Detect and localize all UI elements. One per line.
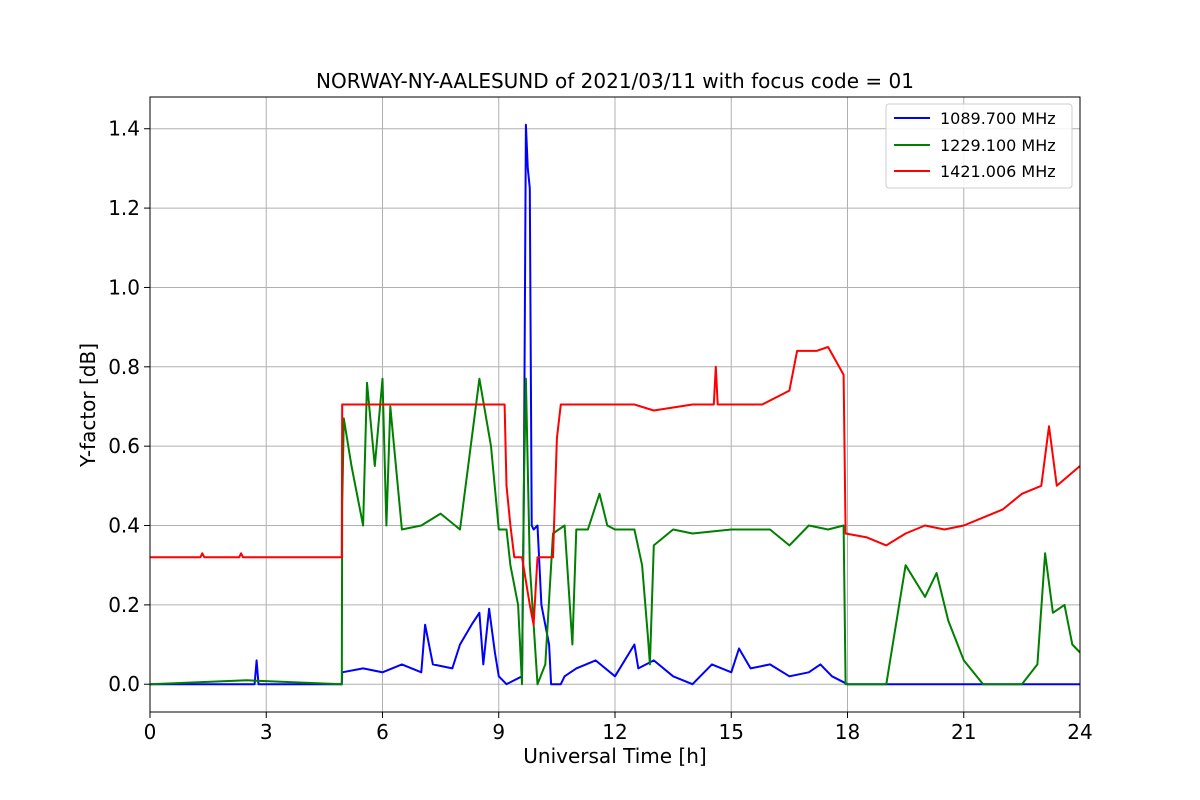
series-line-0 xyxy=(150,123,1080,686)
x-tick-label: 21 xyxy=(951,720,976,744)
x-tick-label: 0 xyxy=(144,720,157,744)
series-line-2 xyxy=(150,346,1081,626)
legend-box xyxy=(885,103,1073,189)
y-tick-label: 1.0 xyxy=(108,275,140,299)
x-tick-label: 9 xyxy=(492,720,505,744)
series-line-1 xyxy=(149,377,1081,686)
y-tick-label: 0.4 xyxy=(108,514,140,538)
y-tick-label: 0.8 xyxy=(108,355,140,379)
legend-label-1089: 1089.700 MHz xyxy=(940,109,1056,128)
y-axis-ticks: 0.0 0.2 0.4 0.6 0.8 1.0 1.2 1.4 xyxy=(108,117,150,696)
y-tick-label: 0.6 xyxy=(108,434,140,458)
x-tick-label: 12 xyxy=(602,720,627,744)
legend-label-1421: 1421.006 MHz xyxy=(940,162,1056,181)
x-axis-ticks: 0 3 6 9 12 15 18 21 24 xyxy=(144,712,1093,744)
y-tick-label: 1.2 xyxy=(108,196,140,220)
x-tick-label: 15 xyxy=(719,720,744,744)
x-axis-label: Universal Time [h] xyxy=(523,744,706,768)
x-tick-label: 18 xyxy=(835,720,860,744)
legend: 1089.700 MHz 1229.100 MHz 1421.006 MHz xyxy=(885,103,1073,189)
y-tick-label: 1.4 xyxy=(108,117,140,141)
legend-label-1229: 1229.100 MHz xyxy=(940,136,1056,155)
x-tick-label: 3 xyxy=(260,720,273,744)
x-tick-label: 6 xyxy=(376,720,389,744)
series-layer xyxy=(149,123,1081,686)
y-tick-label: 0.2 xyxy=(108,593,140,617)
chart-title: NORWAY-NY-AALESUND of 2021/03/11 with fo… xyxy=(316,69,914,93)
y-tick-label: 0.0 xyxy=(108,672,140,696)
x-tick-label: 24 xyxy=(1067,720,1092,744)
y-axis-label: Y-factor [dB] xyxy=(76,343,100,468)
